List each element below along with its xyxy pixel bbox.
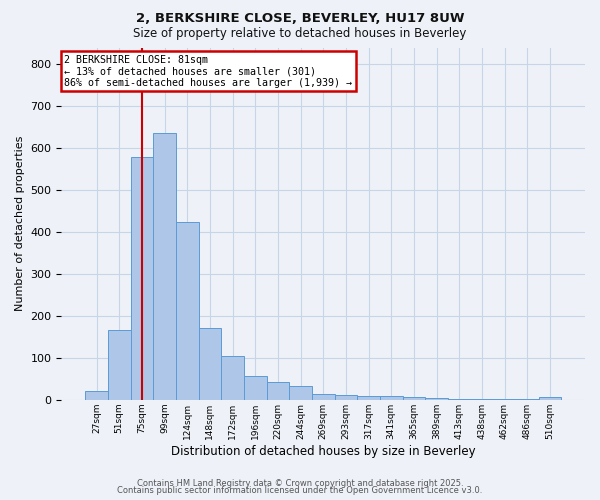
Text: 2 BERKSHIRE CLOSE: 81sqm
← 13% of detached houses are smaller (301)
86% of semi-: 2 BERKSHIRE CLOSE: 81sqm ← 13% of detach… bbox=[64, 54, 352, 88]
Bar bbox=[425, 398, 448, 400]
Bar bbox=[448, 398, 470, 400]
Bar bbox=[199, 328, 221, 400]
Bar bbox=[176, 222, 199, 400]
Bar bbox=[357, 396, 380, 400]
Bar bbox=[153, 134, 176, 400]
Bar bbox=[244, 376, 266, 400]
X-axis label: Distribution of detached houses by size in Beverley: Distribution of detached houses by size … bbox=[171, 444, 476, 458]
Text: Contains public sector information licensed under the Open Government Licence v3: Contains public sector information licen… bbox=[118, 486, 482, 495]
Bar bbox=[131, 156, 153, 400]
Bar bbox=[85, 392, 108, 400]
Bar bbox=[470, 399, 493, 400]
Bar bbox=[380, 396, 403, 400]
Bar bbox=[539, 398, 561, 400]
Bar bbox=[266, 382, 289, 400]
Bar bbox=[108, 330, 131, 400]
Text: Contains HM Land Registry data © Crown copyright and database right 2025.: Contains HM Land Registry data © Crown c… bbox=[137, 478, 463, 488]
Y-axis label: Number of detached properties: Number of detached properties bbox=[15, 136, 25, 312]
Bar bbox=[312, 394, 335, 400]
Text: Size of property relative to detached houses in Beverley: Size of property relative to detached ho… bbox=[133, 28, 467, 40]
Bar bbox=[221, 356, 244, 400]
Bar bbox=[335, 395, 357, 400]
Bar bbox=[289, 386, 312, 400]
Bar bbox=[403, 397, 425, 400]
Text: 2, BERKSHIRE CLOSE, BEVERLEY, HU17 8UW: 2, BERKSHIRE CLOSE, BEVERLEY, HU17 8UW bbox=[136, 12, 464, 26]
